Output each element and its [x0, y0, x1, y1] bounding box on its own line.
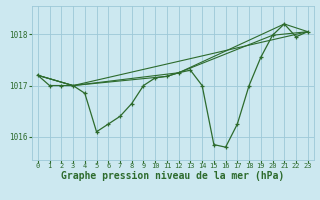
X-axis label: Graphe pression niveau de la mer (hPa): Graphe pression niveau de la mer (hPa) — [61, 171, 284, 181]
